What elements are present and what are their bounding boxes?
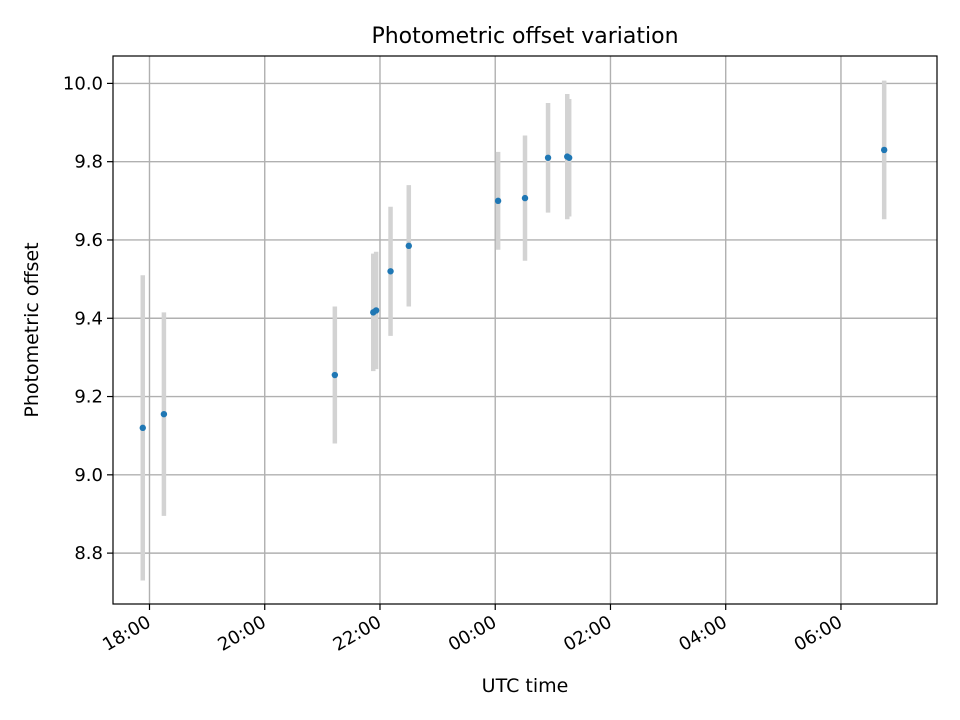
- data-point: [160, 410, 168, 418]
- data-point: [565, 154, 573, 161]
- data-point: [139, 424, 146, 432]
- y-axis-label: Photometric offset: [21, 242, 43, 417]
- data-point: [387, 268, 394, 275]
- y-tick-label: 9.2: [74, 387, 103, 408]
- y-tick-label: 9.6: [74, 230, 103, 251]
- grid: [113, 56, 937, 604]
- data-point: [331, 371, 339, 379]
- chart-title: Photometric offset variation: [371, 24, 678, 49]
- y-tick-label: 8.8: [74, 543, 103, 564]
- data-point: [494, 197, 502, 205]
- x-axis-label: UTC time: [482, 675, 569, 697]
- y-tick-label: 9.4: [74, 308, 103, 329]
- data-points: [139, 146, 888, 432]
- data-point: [521, 194, 529, 202]
- y-tick-label: 10.0: [63, 73, 103, 94]
- y-tick-label: 9.0: [74, 465, 103, 486]
- data-point: [372, 307, 380, 314]
- plot-frame: [112, 55, 938, 605]
- data-point: [880, 146, 888, 154]
- y-tick-label: 9.8: [74, 152, 103, 173]
- data-point: [544, 154, 552, 161]
- y-axis-ticks: 8.8 9.0 9.2 9.4 9.6 9.8 10.0: [63, 73, 113, 564]
- data-point: [405, 242, 412, 250]
